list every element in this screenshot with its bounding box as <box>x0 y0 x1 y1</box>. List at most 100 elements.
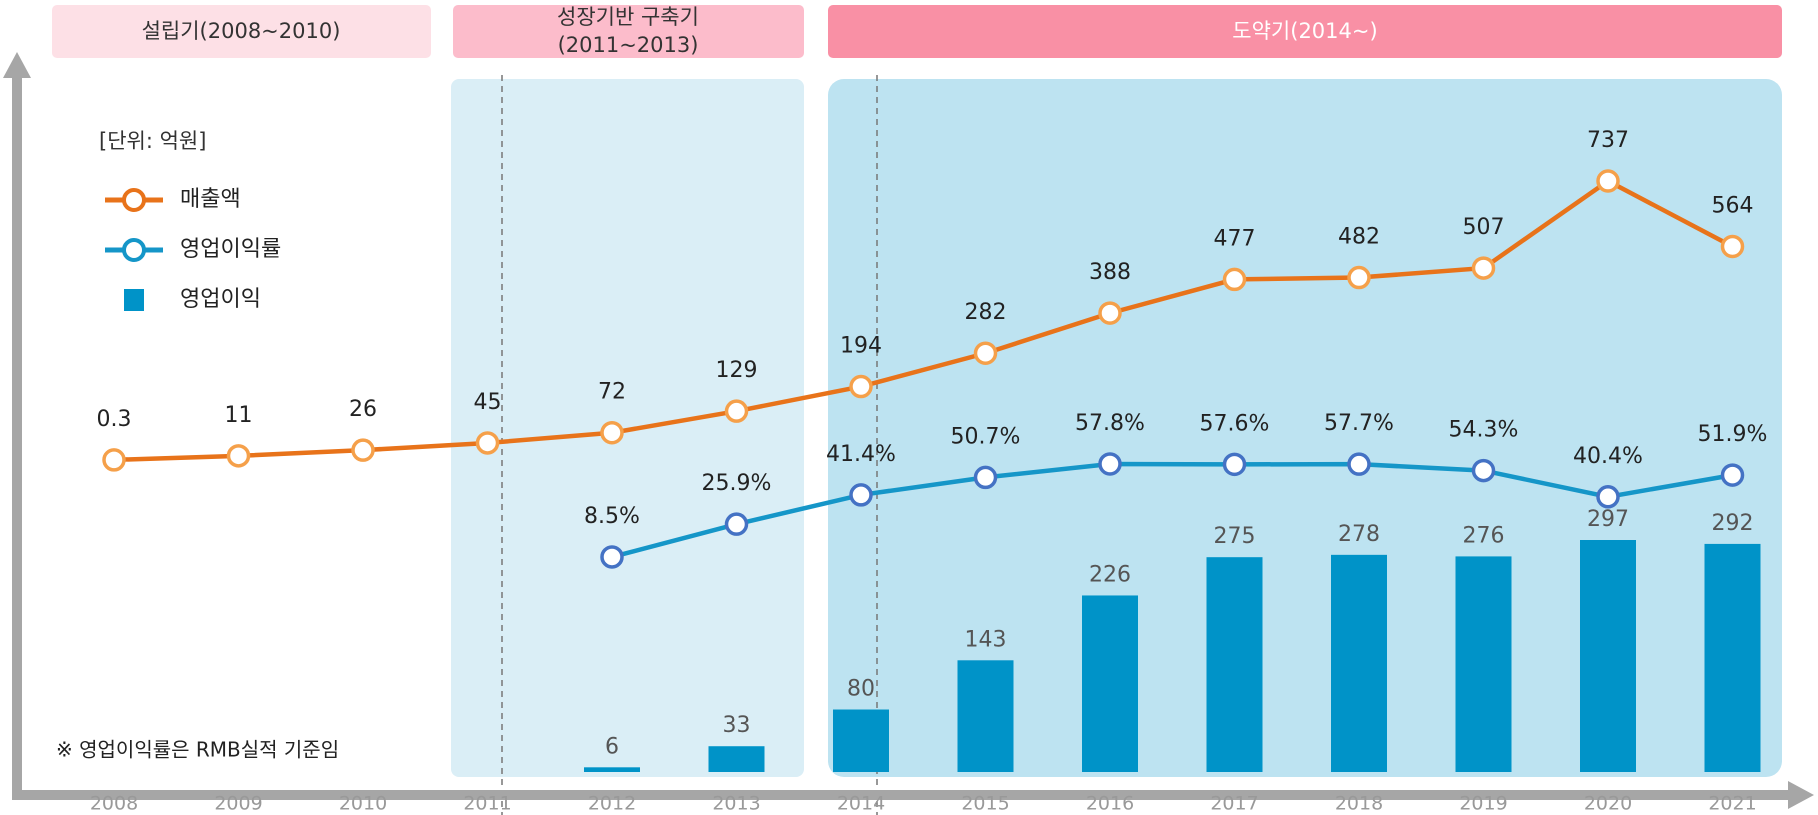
marker <box>600 545 624 569</box>
marker <box>1098 452 1122 476</box>
data-label: 482 <box>1338 225 1380 250</box>
data-label: 57.7% <box>1324 411 1394 436</box>
data-label: 194 <box>840 334 882 359</box>
marker <box>1720 463 1745 487</box>
legend-swatch <box>124 289 144 311</box>
x-tick-label: 2011 <box>463 793 511 815</box>
data-label: 8.5% <box>584 504 640 529</box>
marker <box>1596 169 1620 193</box>
x-tick-label: 2021 <box>1708 793 1756 815</box>
x-tick-label: 2019 <box>1459 793 1507 815</box>
marker <box>724 399 749 423</box>
axis-arrow <box>3 52 31 78</box>
marker <box>600 420 624 445</box>
x-tick-label: 2018 <box>1335 793 1383 815</box>
phase-label: 성장기반 구축기 <box>557 5 699 29</box>
data-label: 57.6% <box>1200 411 1270 436</box>
line <box>113 178 1734 463</box>
bar <box>1704 543 1761 772</box>
data-label: 129 <box>716 358 758 383</box>
data-label: 57.8% <box>1075 411 1145 436</box>
data-label: 50.7% <box>951 424 1021 449</box>
legend-marker <box>122 238 146 262</box>
data-label: 276 <box>1463 523 1505 548</box>
marker <box>1347 265 1371 290</box>
data-label: 51.9% <box>1698 422 1768 447</box>
data-label: 6 <box>605 734 619 759</box>
marker <box>1347 452 1371 476</box>
x-tick-label: 2008 <box>90 793 138 815</box>
marker <box>475 431 500 455</box>
x-tick-label: 2017 <box>1210 793 1258 815</box>
legend-label: 영업이익률 <box>180 237 281 262</box>
phase-label: 도약기(2014~) <box>1232 19 1377 43</box>
note: ※ 영업이익률은 RMB실적 기준임 <box>56 738 339 762</box>
bar <box>833 709 889 772</box>
phase-shade <box>828 79 1782 777</box>
marker <box>1471 256 1496 280</box>
x-tick-label: 2015 <box>961 793 1009 815</box>
data-label: 11 <box>225 403 253 428</box>
data-label: 275 <box>1214 524 1256 549</box>
legend-label: 영업이익 <box>180 287 261 312</box>
bar <box>1082 595 1138 772</box>
marker <box>1222 452 1247 477</box>
data-label: 0.3 <box>97 407 132 432</box>
x-tick-label: 2020 <box>1584 793 1632 815</box>
data-label: 477 <box>1214 226 1256 251</box>
data-label: 26 <box>349 397 377 422</box>
bar <box>1331 554 1387 772</box>
phase-box <box>52 5 431 58</box>
data-label: 388 <box>1089 260 1131 285</box>
phase-box <box>453 5 804 58</box>
data-label: 72 <box>598 380 626 405</box>
data-label: 143 <box>965 627 1007 652</box>
bar <box>1206 557 1263 772</box>
marker <box>849 374 873 399</box>
x-tick-label: 2009 <box>214 793 262 815</box>
axis-arrow <box>1788 781 1814 809</box>
marker <box>1471 458 1496 483</box>
x-tick-label: 2016 <box>1086 793 1134 815</box>
marker <box>1720 234 1745 259</box>
marker <box>724 512 749 536</box>
marker <box>102 448 126 472</box>
data-label: 41.4% <box>826 442 896 467</box>
x-tick-label: 2012 <box>588 793 636 815</box>
data-label: 282 <box>965 300 1007 325</box>
bar <box>708 746 765 772</box>
data-label: 278 <box>1338 522 1380 547</box>
x-tick-label: 2010 <box>339 793 387 815</box>
bar <box>957 660 1014 772</box>
data-label: 507 <box>1463 215 1505 240</box>
data-label: 54.3% <box>1449 418 1519 443</box>
data-label: 226 <box>1089 562 1131 587</box>
marker <box>1596 485 1620 509</box>
data-label: 80 <box>847 677 875 702</box>
data-label: 33 <box>723 713 751 738</box>
x-tick-label: 2013 <box>712 793 760 815</box>
x-tick-label: 2014 <box>837 793 885 815</box>
marker <box>849 483 873 507</box>
legend-label: 매출액 <box>180 187 241 212</box>
data-label: 564 <box>1712 193 1754 218</box>
line <box>611 461 1733 560</box>
bar <box>584 767 640 772</box>
data-label: 297 <box>1587 507 1629 532</box>
legend-marker <box>122 188 146 212</box>
marker <box>226 444 251 468</box>
data-label: 292 <box>1712 511 1754 536</box>
marker <box>1222 267 1247 292</box>
marker <box>973 465 998 490</box>
data-label: 40.4% <box>1573 444 1643 469</box>
marker <box>973 341 998 365</box>
phase-label: (2011~2013) <box>558 33 699 57</box>
data-label: 25.9% <box>702 471 772 496</box>
bar <box>1580 540 1636 772</box>
phase-label: 설립기(2008~2010) <box>142 19 341 43</box>
bar <box>1455 556 1512 772</box>
marker <box>351 438 375 462</box>
unit-label: [단위: 억원] <box>99 129 206 153</box>
marker <box>1098 301 1122 325</box>
